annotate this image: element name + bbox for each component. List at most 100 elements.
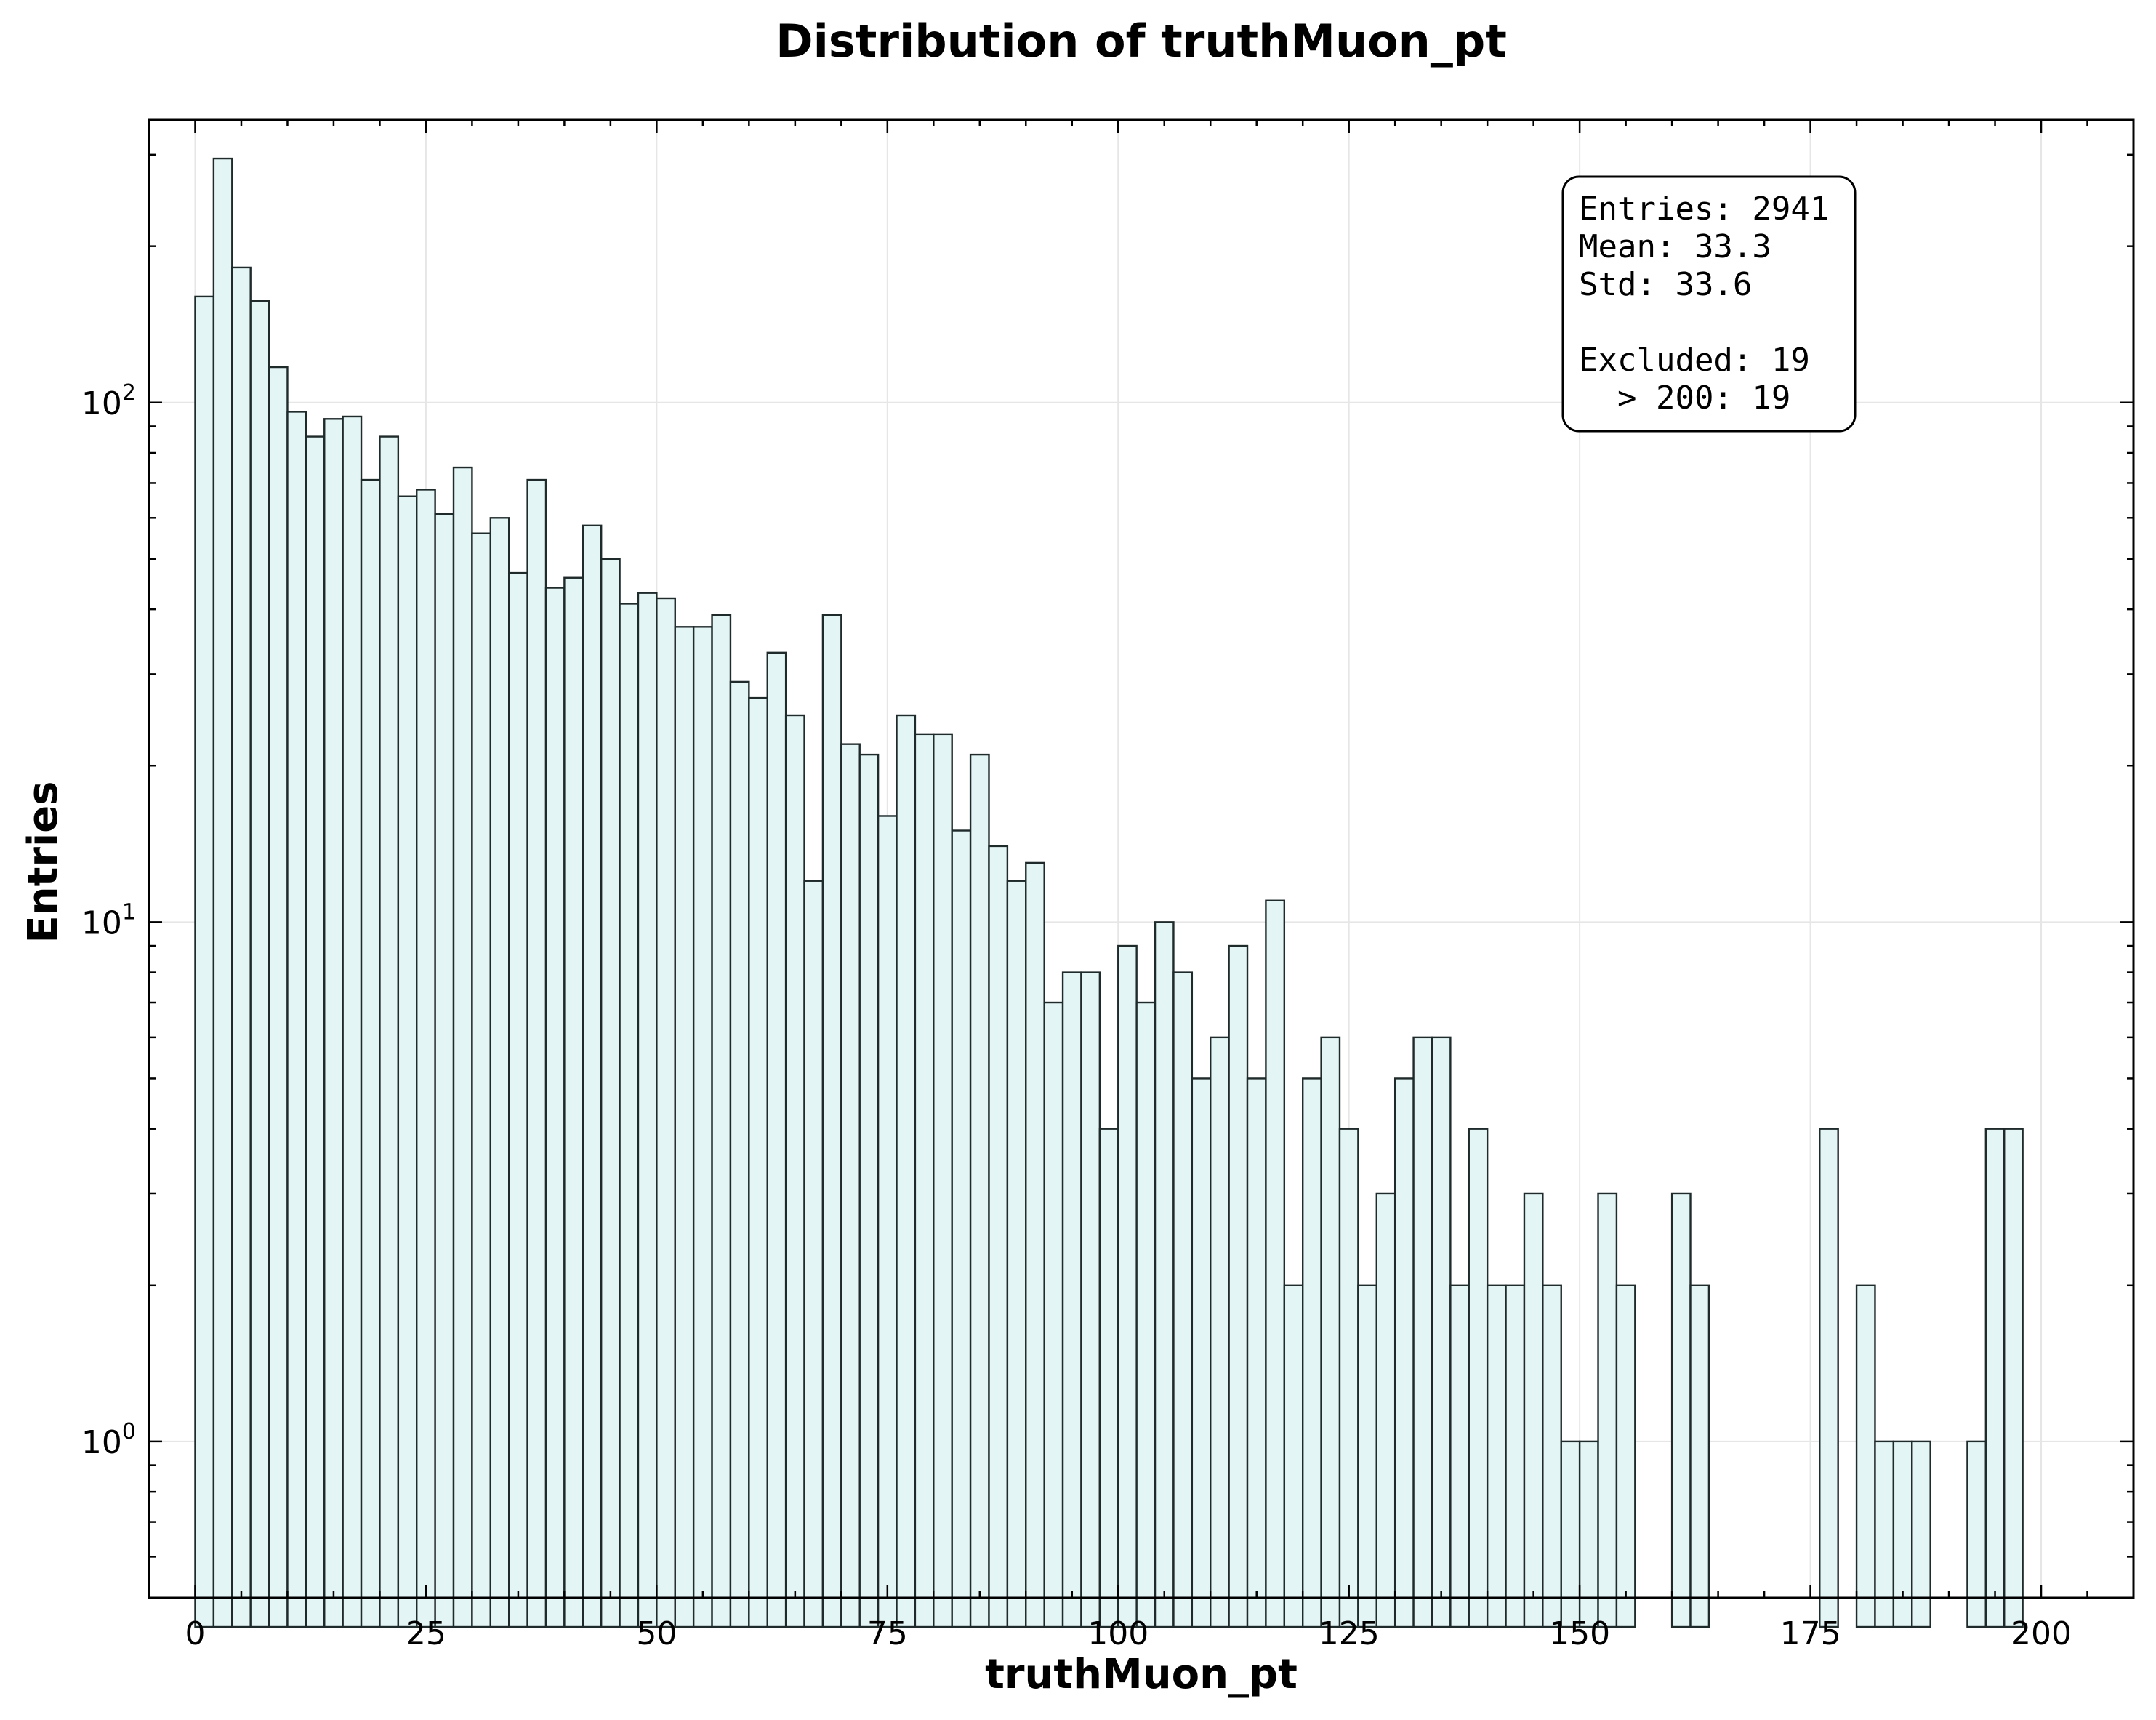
chart-title: Distribution of truthMuon_pt bbox=[776, 15, 1507, 68]
histogram-bar bbox=[2003, 1128, 2024, 1628]
x-tick-label: 0 bbox=[185, 1615, 205, 1652]
histogram-bar bbox=[896, 714, 917, 1628]
histogram-bar bbox=[212, 157, 233, 1628]
histogram-bar bbox=[342, 415, 363, 1628]
histogram-bar bbox=[1172, 971, 1194, 1628]
histogram-bar bbox=[1338, 1128, 1359, 1628]
histogram-bar bbox=[877, 815, 898, 1628]
histogram-bar bbox=[1560, 1440, 1581, 1628]
histogram-bar bbox=[1523, 1192, 1544, 1628]
histogram-bar bbox=[766, 651, 787, 1628]
histogram-bar bbox=[379, 435, 400, 1628]
histogram-bar bbox=[1615, 1284, 1636, 1628]
histogram-bar bbox=[1984, 1128, 2006, 1628]
histogram-bar bbox=[600, 558, 621, 1628]
histogram-bar bbox=[1542, 1284, 1562, 1628]
histogram-bar bbox=[526, 478, 547, 1628]
histogram-bar bbox=[268, 366, 289, 1628]
stats-box: Entries: 2941 Mean: 33.3 Std: 33.6 Excluded… bbox=[1561, 175, 1857, 433]
histogram-bar bbox=[286, 411, 307, 1628]
histogram-bar bbox=[1025, 861, 1045, 1628]
histogram-bar bbox=[729, 680, 750, 1628]
histogram-bar bbox=[1098, 1128, 1119, 1628]
histogram-bar bbox=[914, 733, 935, 1628]
histogram-bar bbox=[1302, 1077, 1322, 1628]
histogram-bar bbox=[1578, 1440, 1599, 1628]
histogram-bar bbox=[1320, 1036, 1341, 1628]
histogram-bar bbox=[1191, 1077, 1212, 1628]
histogram-bars bbox=[194, 157, 2024, 1628]
x-tick-label: 125 bbox=[1319, 1615, 1380, 1652]
histogram-bar bbox=[1006, 880, 1027, 1628]
histogram-bar bbox=[508, 571, 528, 1628]
histogram-bar bbox=[1892, 1440, 1913, 1628]
histogram-bar bbox=[1966, 1440, 1987, 1628]
stats-line: > 200: 19 bbox=[1579, 379, 1790, 417]
histogram-bar bbox=[1911, 1440, 1931, 1628]
histogram-bar bbox=[194, 295, 215, 1628]
y-tick-label: 101 bbox=[81, 899, 136, 941]
histogram-bar bbox=[988, 845, 1009, 1628]
histogram-bar bbox=[1819, 1128, 1839, 1628]
histogram-bar bbox=[1283, 1284, 1304, 1628]
x-tick-label: 200 bbox=[2011, 1615, 2072, 1652]
x-tick-label: 25 bbox=[406, 1615, 446, 1652]
y-tick-label: 102 bbox=[81, 380, 136, 422]
x-tick-labels: 0 25 50 75 100 125 150 175 200 bbox=[185, 1615, 2072, 1652]
histogram-bar bbox=[951, 829, 972, 1628]
histogram-bar bbox=[637, 592, 658, 1628]
histogram-bar bbox=[489, 517, 510, 1628]
histogram-bar bbox=[1375, 1192, 1396, 1628]
histogram-bar bbox=[397, 495, 418, 1628]
x-tick-label: 75 bbox=[867, 1615, 908, 1652]
plot-frame bbox=[148, 118, 2135, 1599]
histogram-bar bbox=[619, 603, 640, 1628]
y-axis-label: Entries bbox=[20, 781, 67, 943]
histogram-bar bbox=[249, 300, 270, 1628]
histogram-bar bbox=[305, 435, 326, 1628]
histogram-bar bbox=[656, 597, 676, 1628]
x-tick-label: 50 bbox=[636, 1615, 677, 1652]
histogram-bar bbox=[1874, 1440, 1895, 1628]
y-tick-label: 100 bbox=[81, 1419, 136, 1461]
x-axis-label: truthMuon_pt bbox=[985, 1651, 1298, 1698]
histogram-bar bbox=[1670, 1192, 1692, 1628]
histogram-bar bbox=[1228, 944, 1249, 1628]
histogram-bar bbox=[1468, 1128, 1489, 1628]
histogram-bar bbox=[1449, 1284, 1470, 1628]
histogram-bar bbox=[582, 524, 603, 1628]
histogram-bar bbox=[1210, 1036, 1230, 1628]
histogram-bar bbox=[231, 266, 252, 1628]
histogram-bar bbox=[471, 532, 492, 1628]
histogram-bar bbox=[1080, 971, 1101, 1628]
x-tick-label: 100 bbox=[1087, 1615, 1149, 1652]
histogram-bar bbox=[711, 614, 732, 1628]
stats-box-frame bbox=[1561, 175, 1857, 433]
histogram-bar bbox=[784, 714, 805, 1628]
histogram-bar bbox=[1357, 1284, 1377, 1628]
y-tick-labels: 100 101 102 bbox=[81, 380, 136, 1461]
histogram-bar bbox=[1689, 1284, 1710, 1628]
histogram-bar bbox=[1043, 1001, 1064, 1628]
histogram-bar bbox=[1431, 1036, 1452, 1628]
histogram-bar bbox=[1265, 899, 1286, 1628]
x-tick-label: 150 bbox=[1549, 1615, 1610, 1652]
histogram-bar bbox=[1246, 1077, 1267, 1628]
histogram-bar bbox=[1855, 1284, 1876, 1628]
histogram-bar bbox=[933, 733, 953, 1628]
histogram-bar bbox=[452, 466, 473, 1628]
axis-ticks bbox=[148, 120, 2133, 1599]
histogram-bar bbox=[1597, 1192, 1618, 1628]
histogram-bar bbox=[563, 576, 584, 1628]
histogram-bar bbox=[858, 753, 880, 1628]
stats-line: Mean: 33.3 bbox=[1579, 228, 1771, 265]
stats-line: Std: 33.6 bbox=[1579, 266, 1752, 303]
histogram-bar bbox=[360, 478, 381, 1628]
histogram-bar bbox=[1412, 1036, 1433, 1628]
histogram-bar bbox=[1393, 1077, 1415, 1628]
histogram-bar bbox=[821, 614, 842, 1628]
histogram-bar bbox=[692, 626, 713, 1628]
histogram-bar bbox=[1486, 1284, 1507, 1628]
histogram-bar bbox=[840, 743, 861, 1628]
